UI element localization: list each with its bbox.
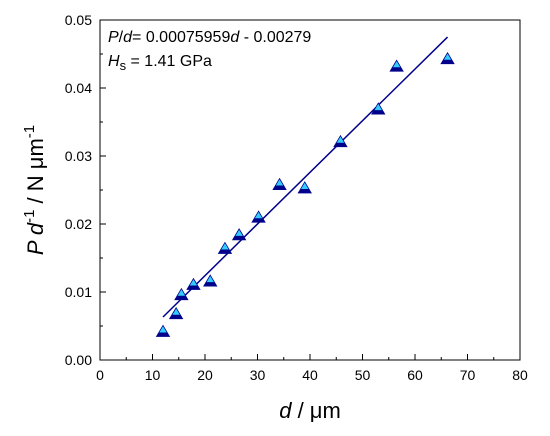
- hardness-value: = 1.41 GPa: [126, 53, 212, 70]
- y-axis-ticks: 0.00 0.01 0.02 0.03 0.04 0.05: [65, 12, 106, 368]
- data-point: [440, 51, 455, 65]
- equation-var-d: d: [123, 29, 133, 46]
- x-tick-label: 0: [96, 367, 104, 383]
- x-axis-ticks: 0 10 20 30 40 50 60 70 80: [96, 354, 528, 383]
- hardness-subscript: s: [120, 58, 127, 73]
- equation-var-d2: d: [230, 29, 240, 46]
- y-axis-title-var-d: d: [23, 222, 48, 241]
- y-axis-title-var-p: P: [23, 240, 48, 255]
- plot-frame: [99, 19, 521, 361]
- x-tick-label: 30: [250, 367, 266, 383]
- x-axis-title: d / μm: [279, 398, 341, 423]
- data-point: [297, 181, 312, 194]
- y-tick-label: 0.02: [65, 216, 92, 232]
- y-tick-label: 0.03: [65, 148, 92, 164]
- x-tick-label: 10: [145, 367, 161, 383]
- y-tick-label: 0.00: [65, 352, 92, 368]
- x-axis-title-var: d: [279, 398, 292, 423]
- data-point: [389, 59, 404, 72]
- equation-slope: = 0.00075959: [132, 29, 230, 46]
- data-point: [174, 287, 189, 301]
- data-point: [272, 177, 287, 190]
- x-tick-label: 20: [197, 367, 213, 383]
- x-tick-label: 80: [512, 367, 528, 383]
- hardness-annotation: Hs = 1.41 GPa: [108, 53, 212, 73]
- y-axis-title-sup2: -1: [21, 125, 38, 138]
- y-tick-label: 0.01: [65, 284, 92, 300]
- equation-annotation: P/d= 0.00075959d - 0.00279: [108, 29, 311, 46]
- y-axis-title: P d-1 / N μm-1: [21, 125, 48, 255]
- data-point: [203, 274, 218, 287]
- y-tick-label: 0.04: [65, 80, 92, 96]
- x-tick-label: 70: [460, 367, 476, 383]
- data-points: [155, 51, 455, 337]
- x-tick-label: 50: [355, 367, 371, 383]
- data-point: [333, 134, 348, 148]
- equation-slash: /: [119, 29, 124, 46]
- fit-line: [162, 36, 449, 318]
- data-point: [231, 228, 247, 241]
- y-tick-label: 0.05: [65, 12, 92, 28]
- x-axis-title-unit: / μm: [291, 398, 340, 423]
- data-point: [217, 241, 233, 254]
- data-point: [371, 102, 386, 115]
- data-point: [251, 210, 266, 223]
- x-tick-label: 60: [407, 367, 423, 383]
- y-axis-title-sup1: -1: [21, 210, 38, 223]
- equation-intercept: - 0.00279: [239, 29, 311, 46]
- hardness-var-h: H: [108, 53, 120, 70]
- data-point: [155, 324, 171, 337]
- data-point: [168, 306, 184, 320]
- x-tick-label: 40: [302, 367, 318, 383]
- data-point: [186, 277, 201, 290]
- equation-var-p: P: [108, 29, 119, 46]
- y-axis-title-unit: / N μm: [23, 138, 48, 209]
